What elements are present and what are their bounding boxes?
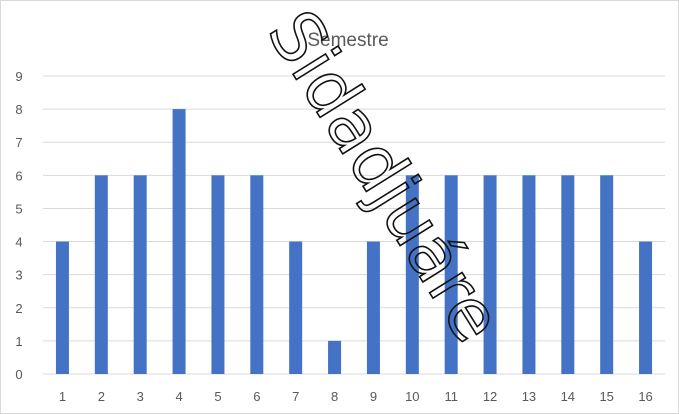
x-tick-label: 4 (175, 389, 182, 404)
y-tick-label: 3 (15, 268, 22, 283)
y-tick-label: 7 (15, 135, 22, 150)
bar (133, 175, 147, 374)
x-tick-label: 6 (253, 389, 260, 404)
bar (444, 175, 458, 374)
x-tick-label: 11 (444, 389, 458, 404)
y-tick-label: 5 (15, 201, 22, 216)
bars (55, 109, 653, 374)
y-tick-label: 8 (15, 102, 22, 117)
y-tick-label: 0 (15, 367, 22, 382)
y-tick-label: 2 (15, 301, 22, 316)
x-tick-label: 8 (331, 389, 338, 404)
bar (366, 241, 380, 374)
x-tick-label: 9 (370, 389, 377, 404)
bar (328, 340, 342, 374)
y-tick-label: 4 (15, 235, 22, 250)
bar (639, 241, 653, 374)
x-tick-label: 10 (405, 389, 419, 404)
bar (250, 175, 264, 374)
chart-title: Semestre (307, 30, 388, 51)
x-tick-label: 14 (561, 389, 575, 404)
bar (600, 175, 614, 374)
y-tick-label: 9 (15, 69, 22, 84)
x-tick-label: 3 (137, 389, 144, 404)
x-tick-label: 2 (98, 389, 105, 404)
bar (55, 241, 69, 374)
y-tick-label: 6 (15, 168, 22, 183)
x-tick-label: 5 (214, 389, 221, 404)
x-tick-label: 16 (638, 389, 652, 404)
x-tick-label: 12 (483, 389, 497, 404)
bar (289, 241, 303, 374)
bar (561, 175, 575, 374)
y-axis-tick-labels: 0 1 2 3 4 5 6 7 8 9 (15, 69, 22, 382)
y-tick-label: 1 (15, 334, 22, 349)
bar (211, 175, 225, 374)
x-tick-label: 15 (599, 389, 613, 404)
x-axis-tick-labels: 1 2 3 4 5 6 7 8 9 10 11 12 13 14 15 16 (59, 389, 653, 404)
x-tick-label: 1 (59, 389, 66, 404)
bar (483, 175, 497, 374)
bar (94, 175, 108, 374)
bar (172, 109, 186, 374)
x-tick-label: 7 (292, 389, 299, 404)
bar (522, 175, 536, 374)
bar (405, 175, 419, 374)
x-tick-label: 13 (522, 389, 536, 404)
